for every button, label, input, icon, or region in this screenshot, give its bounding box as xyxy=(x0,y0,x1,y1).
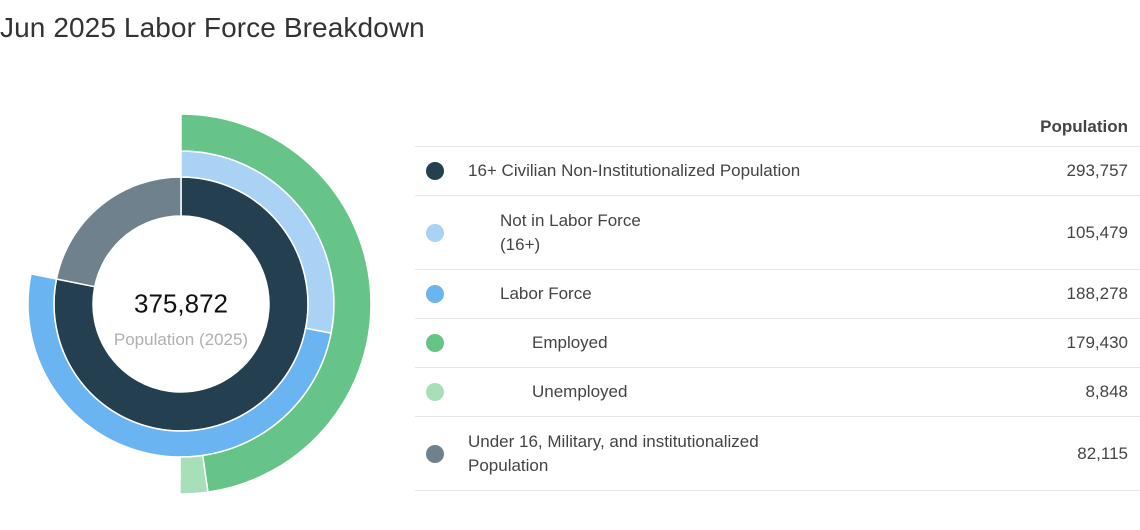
row-label: Employed xyxy=(532,333,608,352)
row-value: 188,278 xyxy=(1066,284,1128,303)
table-row: Employed 179,430 xyxy=(415,319,1140,368)
legend-table: Population 16+ Civilian Non-Institutiona… xyxy=(415,108,1140,491)
table-row: 16+ Civilian Non-Institutionalized Popul… xyxy=(415,147,1140,196)
outer-ring-slice-1[interactable] xyxy=(180,113,372,493)
row-label: Labor Force xyxy=(500,284,592,303)
table-row: Labor Force 188,278 xyxy=(415,270,1140,319)
table-row: Not in Labor Force (16+) 105,479 xyxy=(415,196,1140,270)
row-value: 105,479 xyxy=(1066,222,1128,242)
row-label: Under 16, Military, and institutionalize… xyxy=(468,431,759,475)
legend-dot-icon xyxy=(426,162,444,180)
sunburst-chart: 375,872 Population (2025) xyxy=(0,113,380,520)
legend-dot-icon xyxy=(426,383,444,401)
legend-dot-icon xyxy=(426,223,444,242)
inner-ring-slice-2[interactable] xyxy=(55,176,182,288)
legend-dot-icon xyxy=(426,285,444,303)
row-label: 16+ Civilian Non-Institutionalized Popul… xyxy=(468,161,801,180)
column-header-population: Population xyxy=(1040,117,1128,136)
row-value: 179,430 xyxy=(1066,333,1128,352)
center-total-label: Population (2025) xyxy=(113,330,249,349)
row-label: Not in Labor Force (16+) xyxy=(500,210,641,254)
legend-dot-icon xyxy=(426,444,444,463)
row-value: 293,757 xyxy=(1066,161,1128,180)
sunburst-svg xyxy=(27,113,372,495)
row-value: 82,115 xyxy=(1077,443,1128,463)
page-title: Jun 2025 Labor Force Breakdown xyxy=(0,12,425,43)
row-label: Unemployed xyxy=(532,382,628,401)
center-total-value: 375,872 xyxy=(134,288,228,319)
row-value: 8,848 xyxy=(1085,382,1128,401)
table-rows: 16+ Civilian Non-Institutionalized Popul… xyxy=(415,147,1140,491)
table-row: Unemployed 8,848 xyxy=(415,368,1140,417)
table-header: Population xyxy=(415,108,1140,147)
outer-ring-slice-2[interactable] xyxy=(179,454,209,495)
legend-dot-icon xyxy=(426,334,444,352)
table-row: Under 16, Military, and institutionalize… xyxy=(415,417,1140,491)
